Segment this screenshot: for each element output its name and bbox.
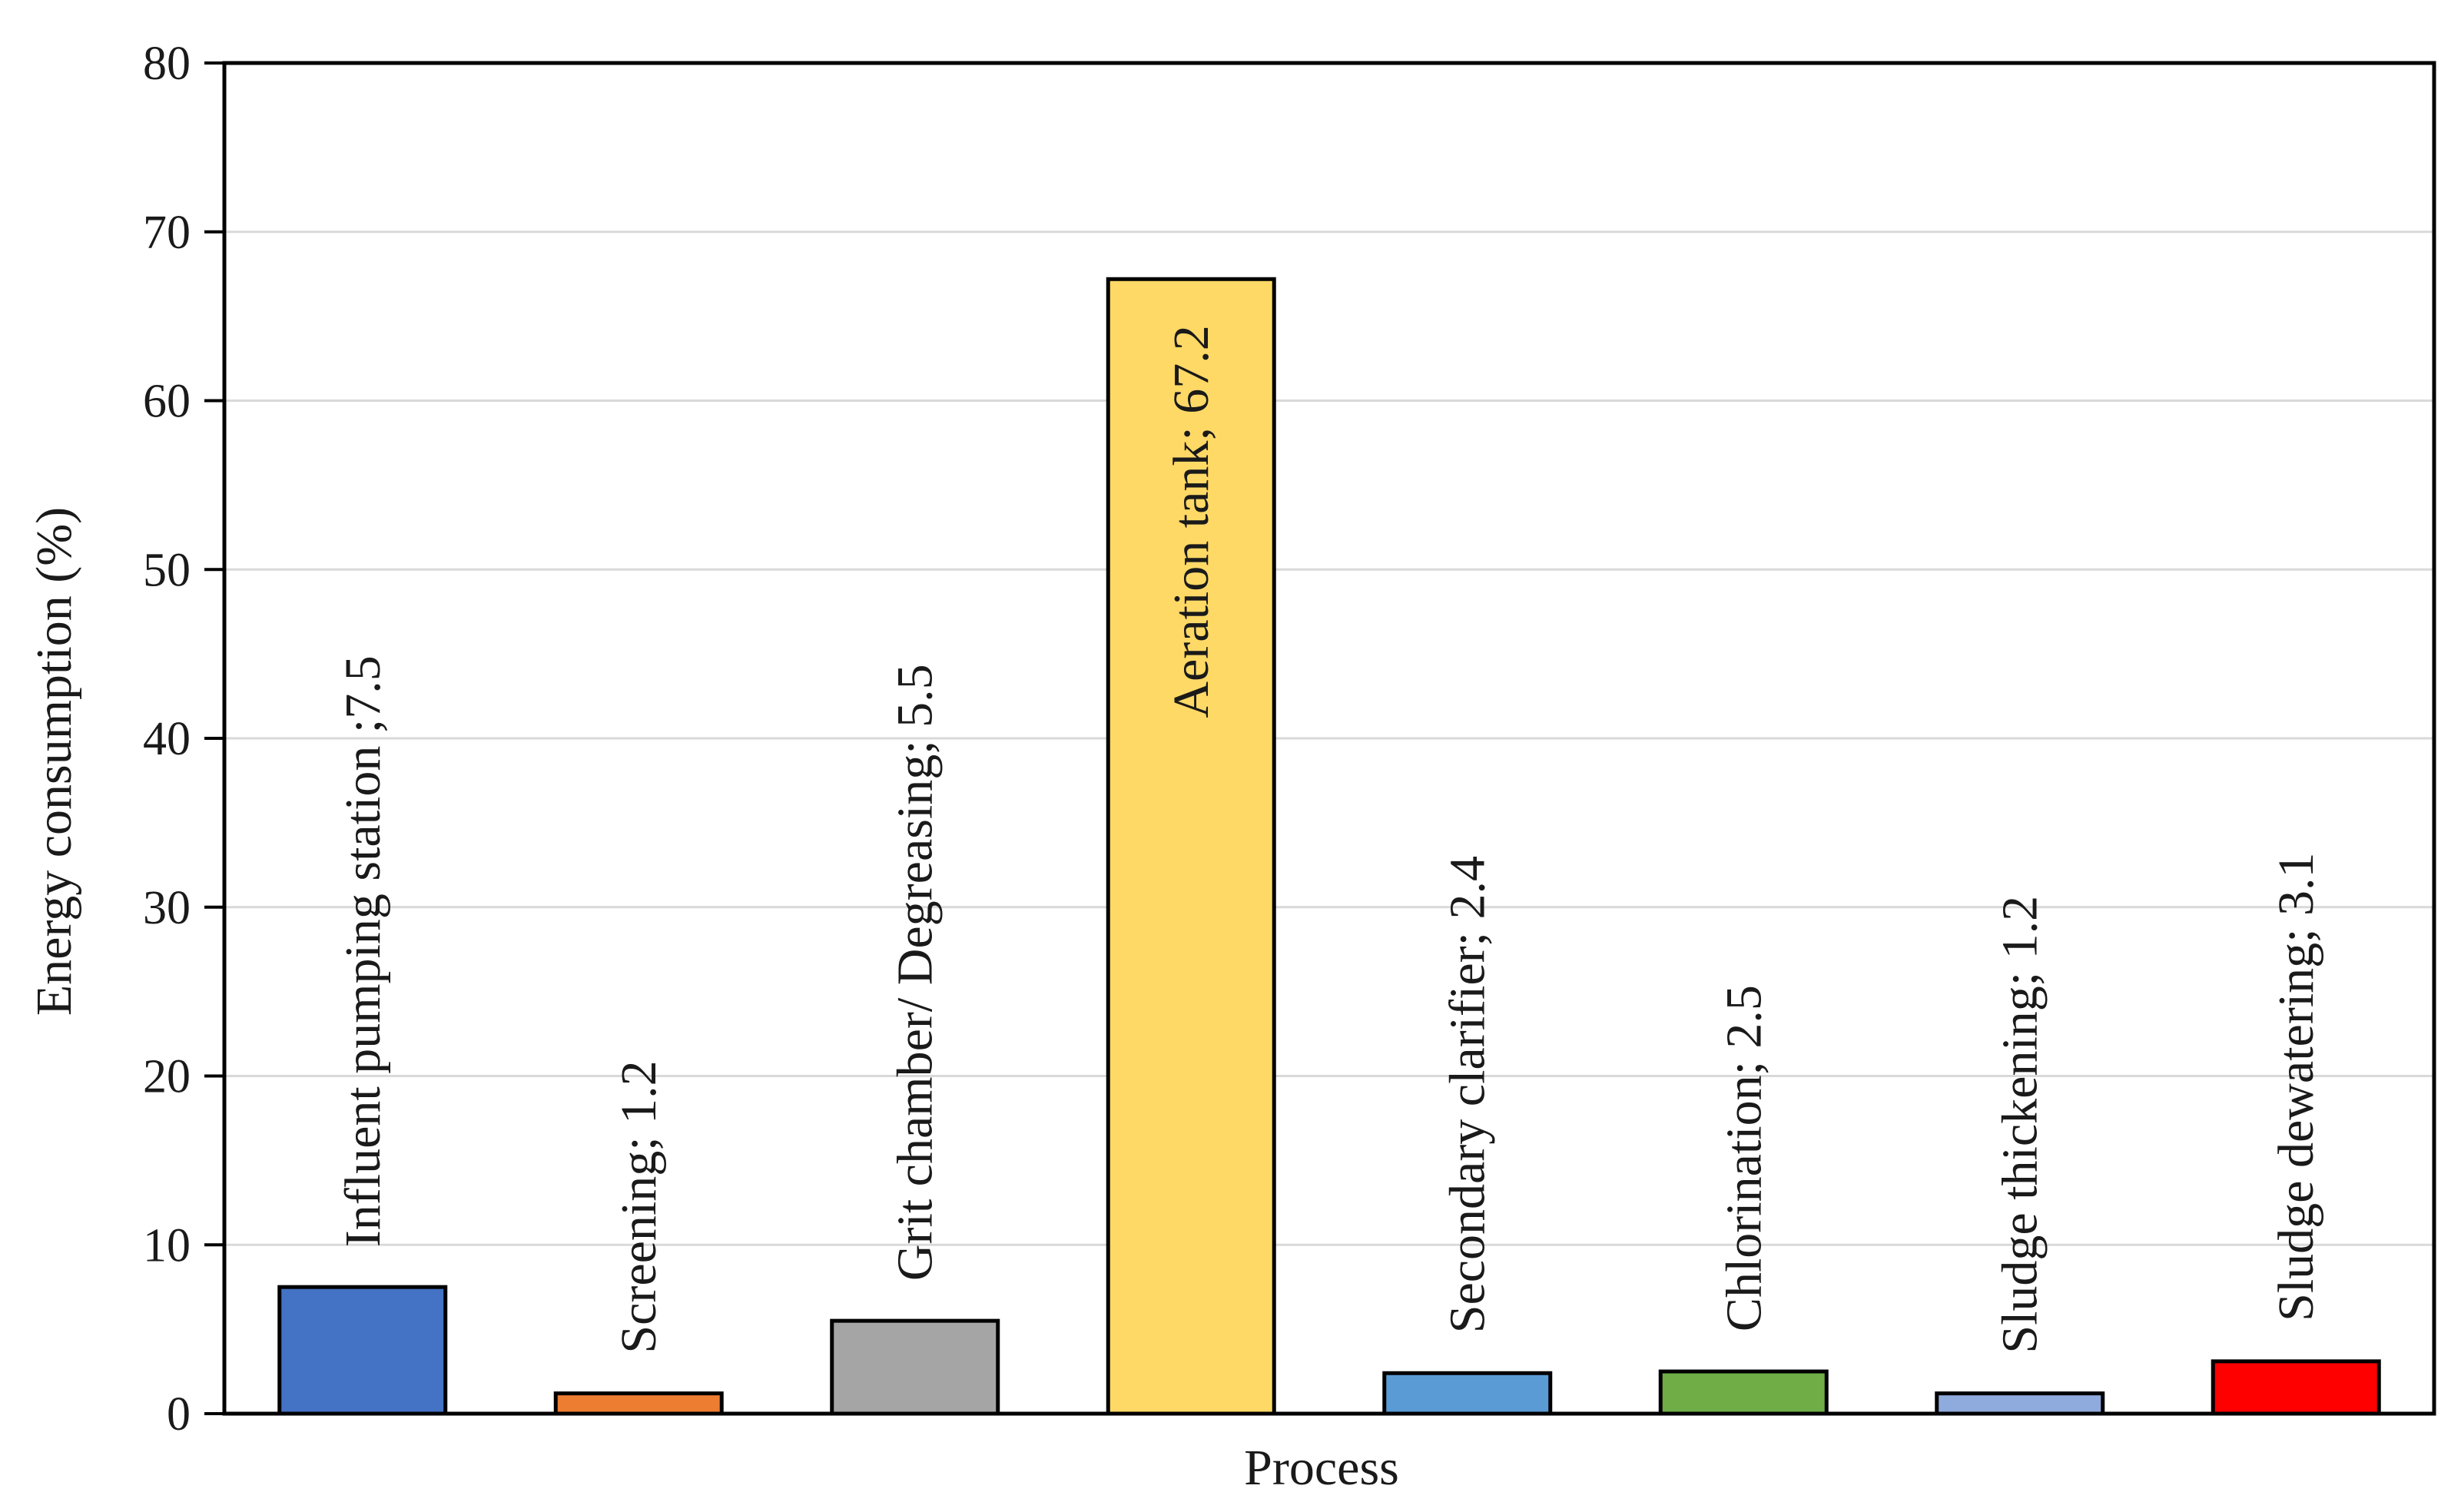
bar-data-label: Secondary clarifier; 2.4 xyxy=(1440,856,1496,1333)
y-tick-label: 50 xyxy=(143,544,191,596)
bar xyxy=(277,1285,448,1416)
bar xyxy=(2211,1359,2381,1416)
gridlines xyxy=(224,230,2434,1246)
x-axis-label: Process xyxy=(1244,1440,1399,1496)
bar-data-labels: Influent pumping station ;7.5 Screening; … xyxy=(335,325,2325,1353)
bar-data-label: Sludge dewatering; 3.1 xyxy=(2268,853,2324,1321)
bar-data-label: Sludge thickening; 1.2 xyxy=(1992,896,2048,1354)
y-tick-label: 80 xyxy=(143,38,191,90)
bar-data-label: Influent pumping station ;7.5 xyxy=(335,655,391,1247)
bars xyxy=(277,277,2381,1416)
bar xyxy=(1382,1371,1553,1416)
bar-data-label: Screening; 1.2 xyxy=(611,1060,667,1353)
bar-data-label: Grit chamber/ Degreasing; 5.5 xyxy=(887,664,944,1281)
y-axis-ticks: 0 10 20 30 40 50 60 70 80 xyxy=(143,38,224,1441)
bar-data-label: Chlorination; 2.5 xyxy=(1716,985,1772,1331)
bar xyxy=(553,1391,724,1416)
y-tick-label: 40 xyxy=(143,713,191,765)
y-tick-label: 10 xyxy=(143,1219,191,1272)
bar xyxy=(1935,1391,2105,1416)
y-tick-label: 30 xyxy=(143,882,191,934)
bar-data-label: Aeration tank; 67.2 xyxy=(1163,325,1219,718)
y-tick-label: 70 xyxy=(143,207,191,259)
y-tick-label: 20 xyxy=(143,1051,191,1103)
bar xyxy=(830,1318,1000,1416)
y-tick-label: 0 xyxy=(167,1388,191,1441)
y-tick-label: 60 xyxy=(143,376,191,428)
bar xyxy=(1658,1369,1829,1416)
y-axis-label: Energy consumption (%) xyxy=(26,507,82,1016)
